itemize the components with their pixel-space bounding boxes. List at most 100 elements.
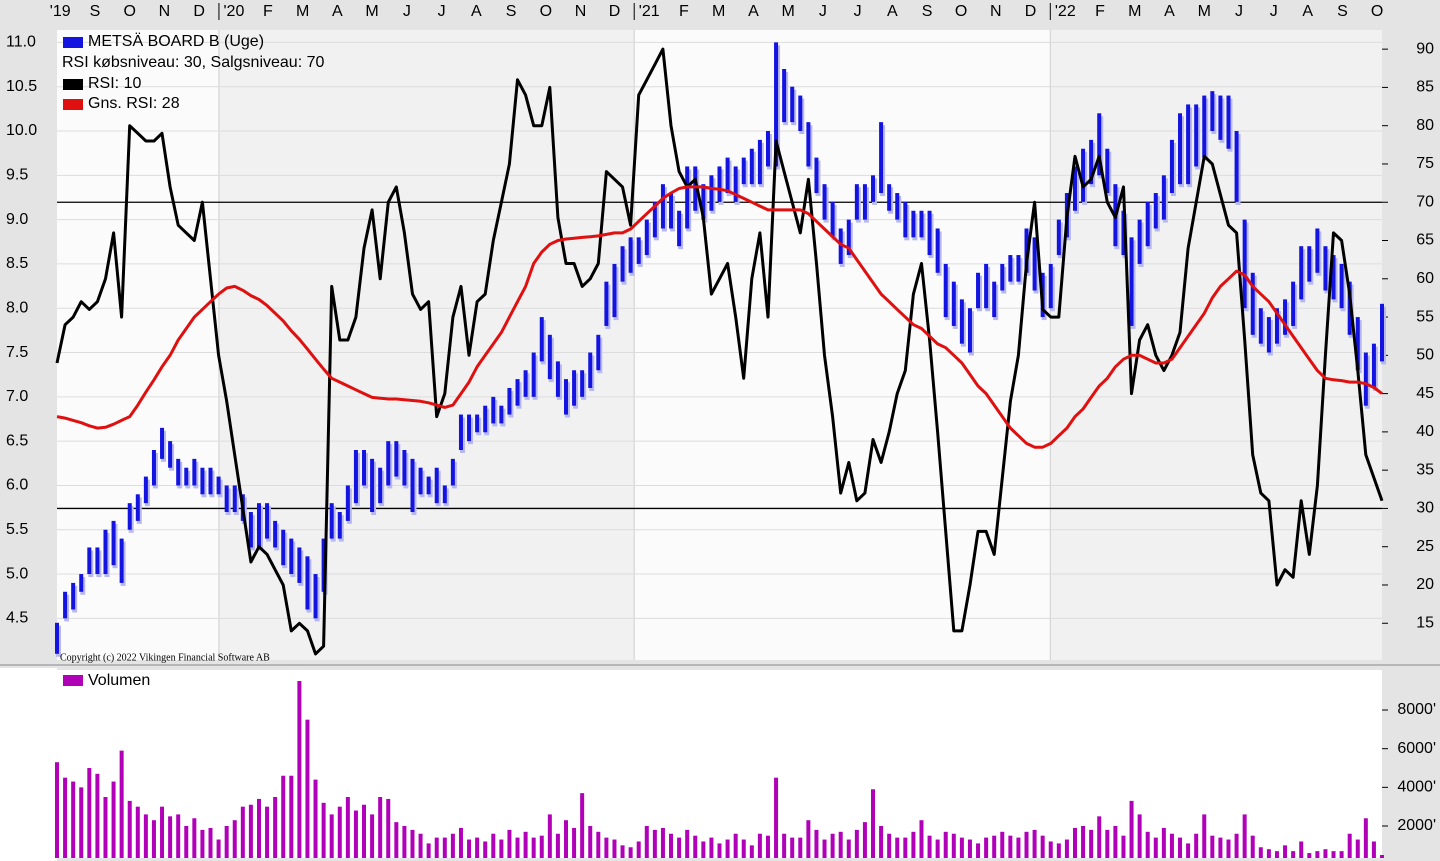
bar: [1363, 818, 1368, 858]
bar: [1266, 849, 1271, 858]
bar: [822, 839, 827, 858]
price-bar: [1048, 263, 1053, 309]
bar: [297, 681, 302, 858]
price-bar: [1097, 113, 1102, 176]
price-bar: [927, 210, 932, 256]
price-bar: [297, 547, 302, 583]
price-bar: [394, 441, 399, 477]
price-bar: [1380, 303, 1384, 362]
legend-label: METSÄ BOARD B (Uge): [88, 32, 264, 50]
price-bar: [265, 503, 270, 539]
bar: [281, 775, 286, 858]
price-bar: [200, 467, 205, 495]
price-bar: [87, 547, 92, 575]
price-bar: [95, 547, 100, 575]
bar: [1032, 829, 1037, 858]
bar: [701, 841, 706, 858]
price-bar: [232, 485, 237, 513]
volume-panel: [57, 670, 1382, 858]
price-bar: [386, 441, 391, 486]
bar: [1315, 851, 1320, 858]
price-bar: [1258, 308, 1263, 344]
price-bar: [1283, 299, 1288, 335]
price-bar: [1291, 281, 1296, 326]
x-tick-label: S: [1337, 3, 1348, 20]
price-bar: [224, 485, 229, 513]
price-bar: [192, 458, 197, 486]
bar: [321, 802, 326, 858]
x-tick-label: J: [438, 3, 446, 20]
bar: [184, 826, 189, 858]
price-bar: [1315, 228, 1320, 273]
bar: [765, 835, 770, 858]
bar: [846, 839, 851, 858]
bar: [79, 787, 84, 858]
bar: [547, 814, 552, 858]
price-bar: [1024, 228, 1029, 273]
price-bar: [1000, 263, 1005, 291]
x-tick-label: M: [712, 3, 725, 20]
bar: [402, 826, 407, 858]
price-bar: [790, 86, 795, 123]
price-bar: [353, 450, 358, 504]
price-bar: [168, 441, 173, 468]
price-bar: [1202, 95, 1207, 158]
x-tick-label: O: [955, 3, 967, 20]
bar: [256, 798, 261, 858]
legend-swatch: [63, 99, 83, 110]
price-bar: [71, 582, 76, 610]
price-bars: [55, 42, 1386, 657]
price-bar: [717, 166, 722, 202]
bar: [208, 827, 213, 858]
y-tick-label: 2000': [1397, 817, 1436, 834]
price-bar: [160, 427, 165, 459]
price-bar: [749, 148, 754, 185]
x-tick-label: J: [854, 3, 862, 20]
bar: [160, 806, 165, 858]
price-bar: [1299, 246, 1304, 300]
x-tick-label: F: [263, 3, 273, 20]
price-bar: [1307, 246, 1312, 282]
x-tick-label: A: [887, 3, 898, 20]
price-bar: [1145, 201, 1150, 247]
bar: [636, 841, 641, 858]
price-bar: [1032, 237, 1037, 291]
bar: [563, 820, 568, 858]
bar: [450, 833, 455, 858]
bar: [63, 777, 68, 858]
bar: [362, 804, 367, 858]
bar: [71, 781, 76, 858]
price-bar: [741, 157, 746, 185]
x-tick-label: A: [748, 3, 759, 20]
bar: [854, 829, 859, 858]
x-tick-label: D: [193, 3, 205, 20]
price-bar: [588, 352, 593, 388]
bar: [652, 829, 657, 858]
x-tick-label: J: [819, 3, 827, 20]
bar: [620, 845, 625, 858]
bar: [685, 829, 690, 858]
bar: [1121, 835, 1126, 858]
bar: [798, 837, 803, 858]
price-bar: [1355, 317, 1360, 371]
price-bar: [604, 281, 609, 326]
bar: [1072, 827, 1077, 858]
bar: [935, 839, 940, 858]
bar: [1056, 843, 1061, 858]
bar: [1291, 851, 1296, 858]
bar: [1137, 814, 1142, 858]
bar: [814, 829, 819, 858]
x-tick-label: J: [1270, 3, 1278, 20]
y-tick-label: 9.5: [6, 167, 28, 184]
price-bar: [184, 467, 189, 486]
bar: [386, 798, 391, 858]
price-bar: [531, 352, 536, 397]
price-bar: [1072, 166, 1077, 211]
bar: [1040, 835, 1045, 858]
bar: [515, 837, 520, 858]
bar: [531, 837, 536, 858]
price-bar: [410, 458, 415, 513]
price-bar: [370, 458, 375, 513]
bar: [976, 843, 981, 858]
